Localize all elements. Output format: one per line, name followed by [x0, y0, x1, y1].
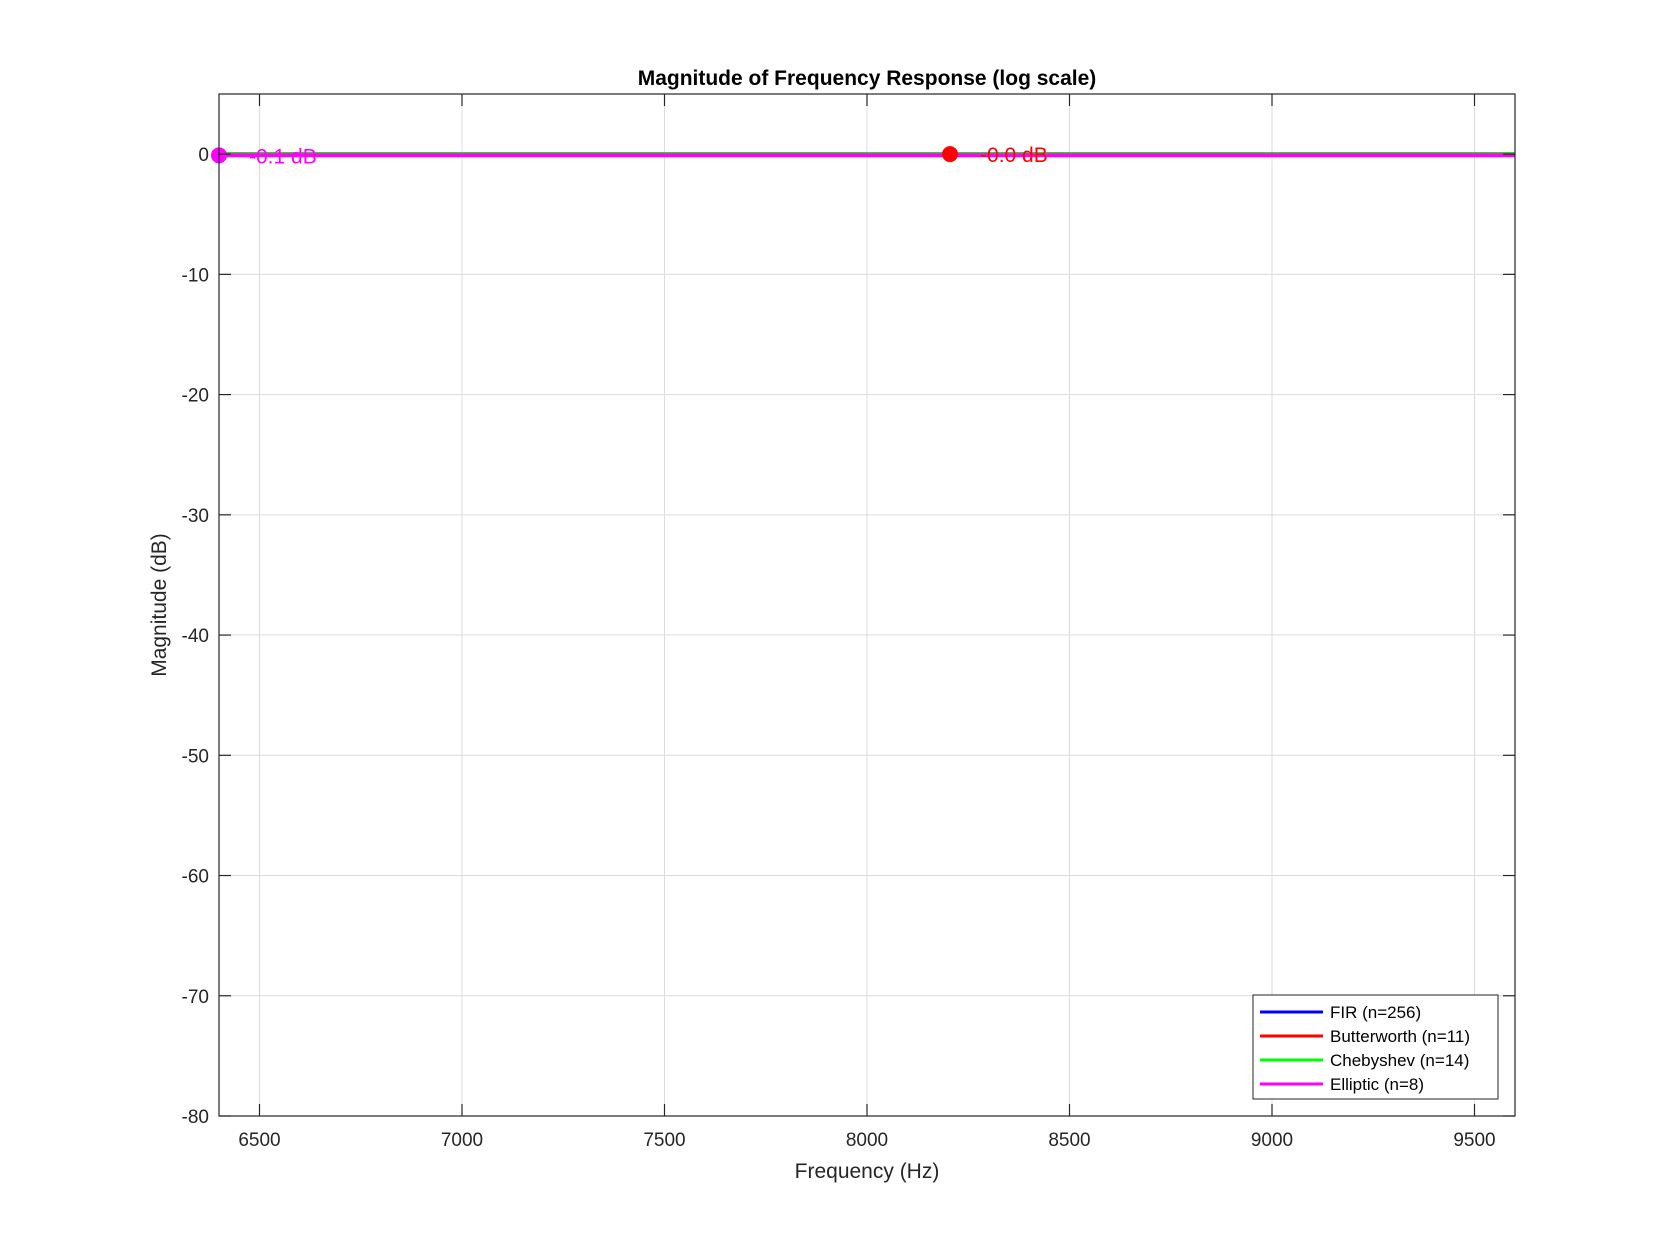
legend: FIR (n=256) Butterworth (n=11) Chebyshev (…	[1252, 994, 1499, 1100]
data-point-marker	[942, 146, 959, 163]
y-tick-label: -80	[182, 1107, 209, 1128]
y-tick-label: -30	[182, 506, 209, 527]
legend-entry-label: FIR (n=256)	[1330, 1003, 1421, 1022]
data-point-label: -0.1 dB	[249, 145, 317, 168]
legend-entry-label: Chebyshev (n=14)	[1330, 1051, 1469, 1070]
y-tick-label: -70	[182, 987, 209, 1008]
series-layer	[219, 152, 1515, 158]
chart-title: Magnitude of Frequency Response (log sca…	[638, 67, 1097, 90]
y-tick-label: -10	[182, 265, 209, 286]
x-tick-label: 9500	[1453, 1130, 1495, 1151]
x-axis-label: Frequency (Hz)	[795, 1160, 940, 1183]
x-tick-label: 9000	[1251, 1130, 1293, 1151]
legend-entry-label: Elliptic (n=8)	[1330, 1075, 1424, 1094]
x-tick-label: 7500	[643, 1130, 685, 1151]
marker-layer: -0.0 dB -0.1 dB	[211, 144, 1048, 168]
y-tick-label: -20	[182, 386, 209, 407]
x-tick-label: 7000	[441, 1130, 483, 1151]
y-axis-label: Magnitude (dB)	[148, 533, 171, 677]
y-tick-label: -40	[182, 626, 209, 647]
y-tick-label: -50	[182, 746, 209, 767]
legend-entry-label: Butterworth (n=11)	[1330, 1027, 1470, 1046]
y-tick-label: 0	[198, 145, 209, 166]
data-point-label: -0.0 dB	[980, 144, 1048, 167]
y-tick-label: -60	[182, 867, 209, 888]
x-tick-label: 8000	[846, 1130, 888, 1151]
axis-ticks: 6500 7000 7500 8000 8500 9000 9500 0 -10 -20 -30 -4…	[182, 94, 1515, 1151]
x-tick-label: 8500	[1048, 1130, 1090, 1151]
x-tick-label: 6500	[238, 1130, 280, 1151]
